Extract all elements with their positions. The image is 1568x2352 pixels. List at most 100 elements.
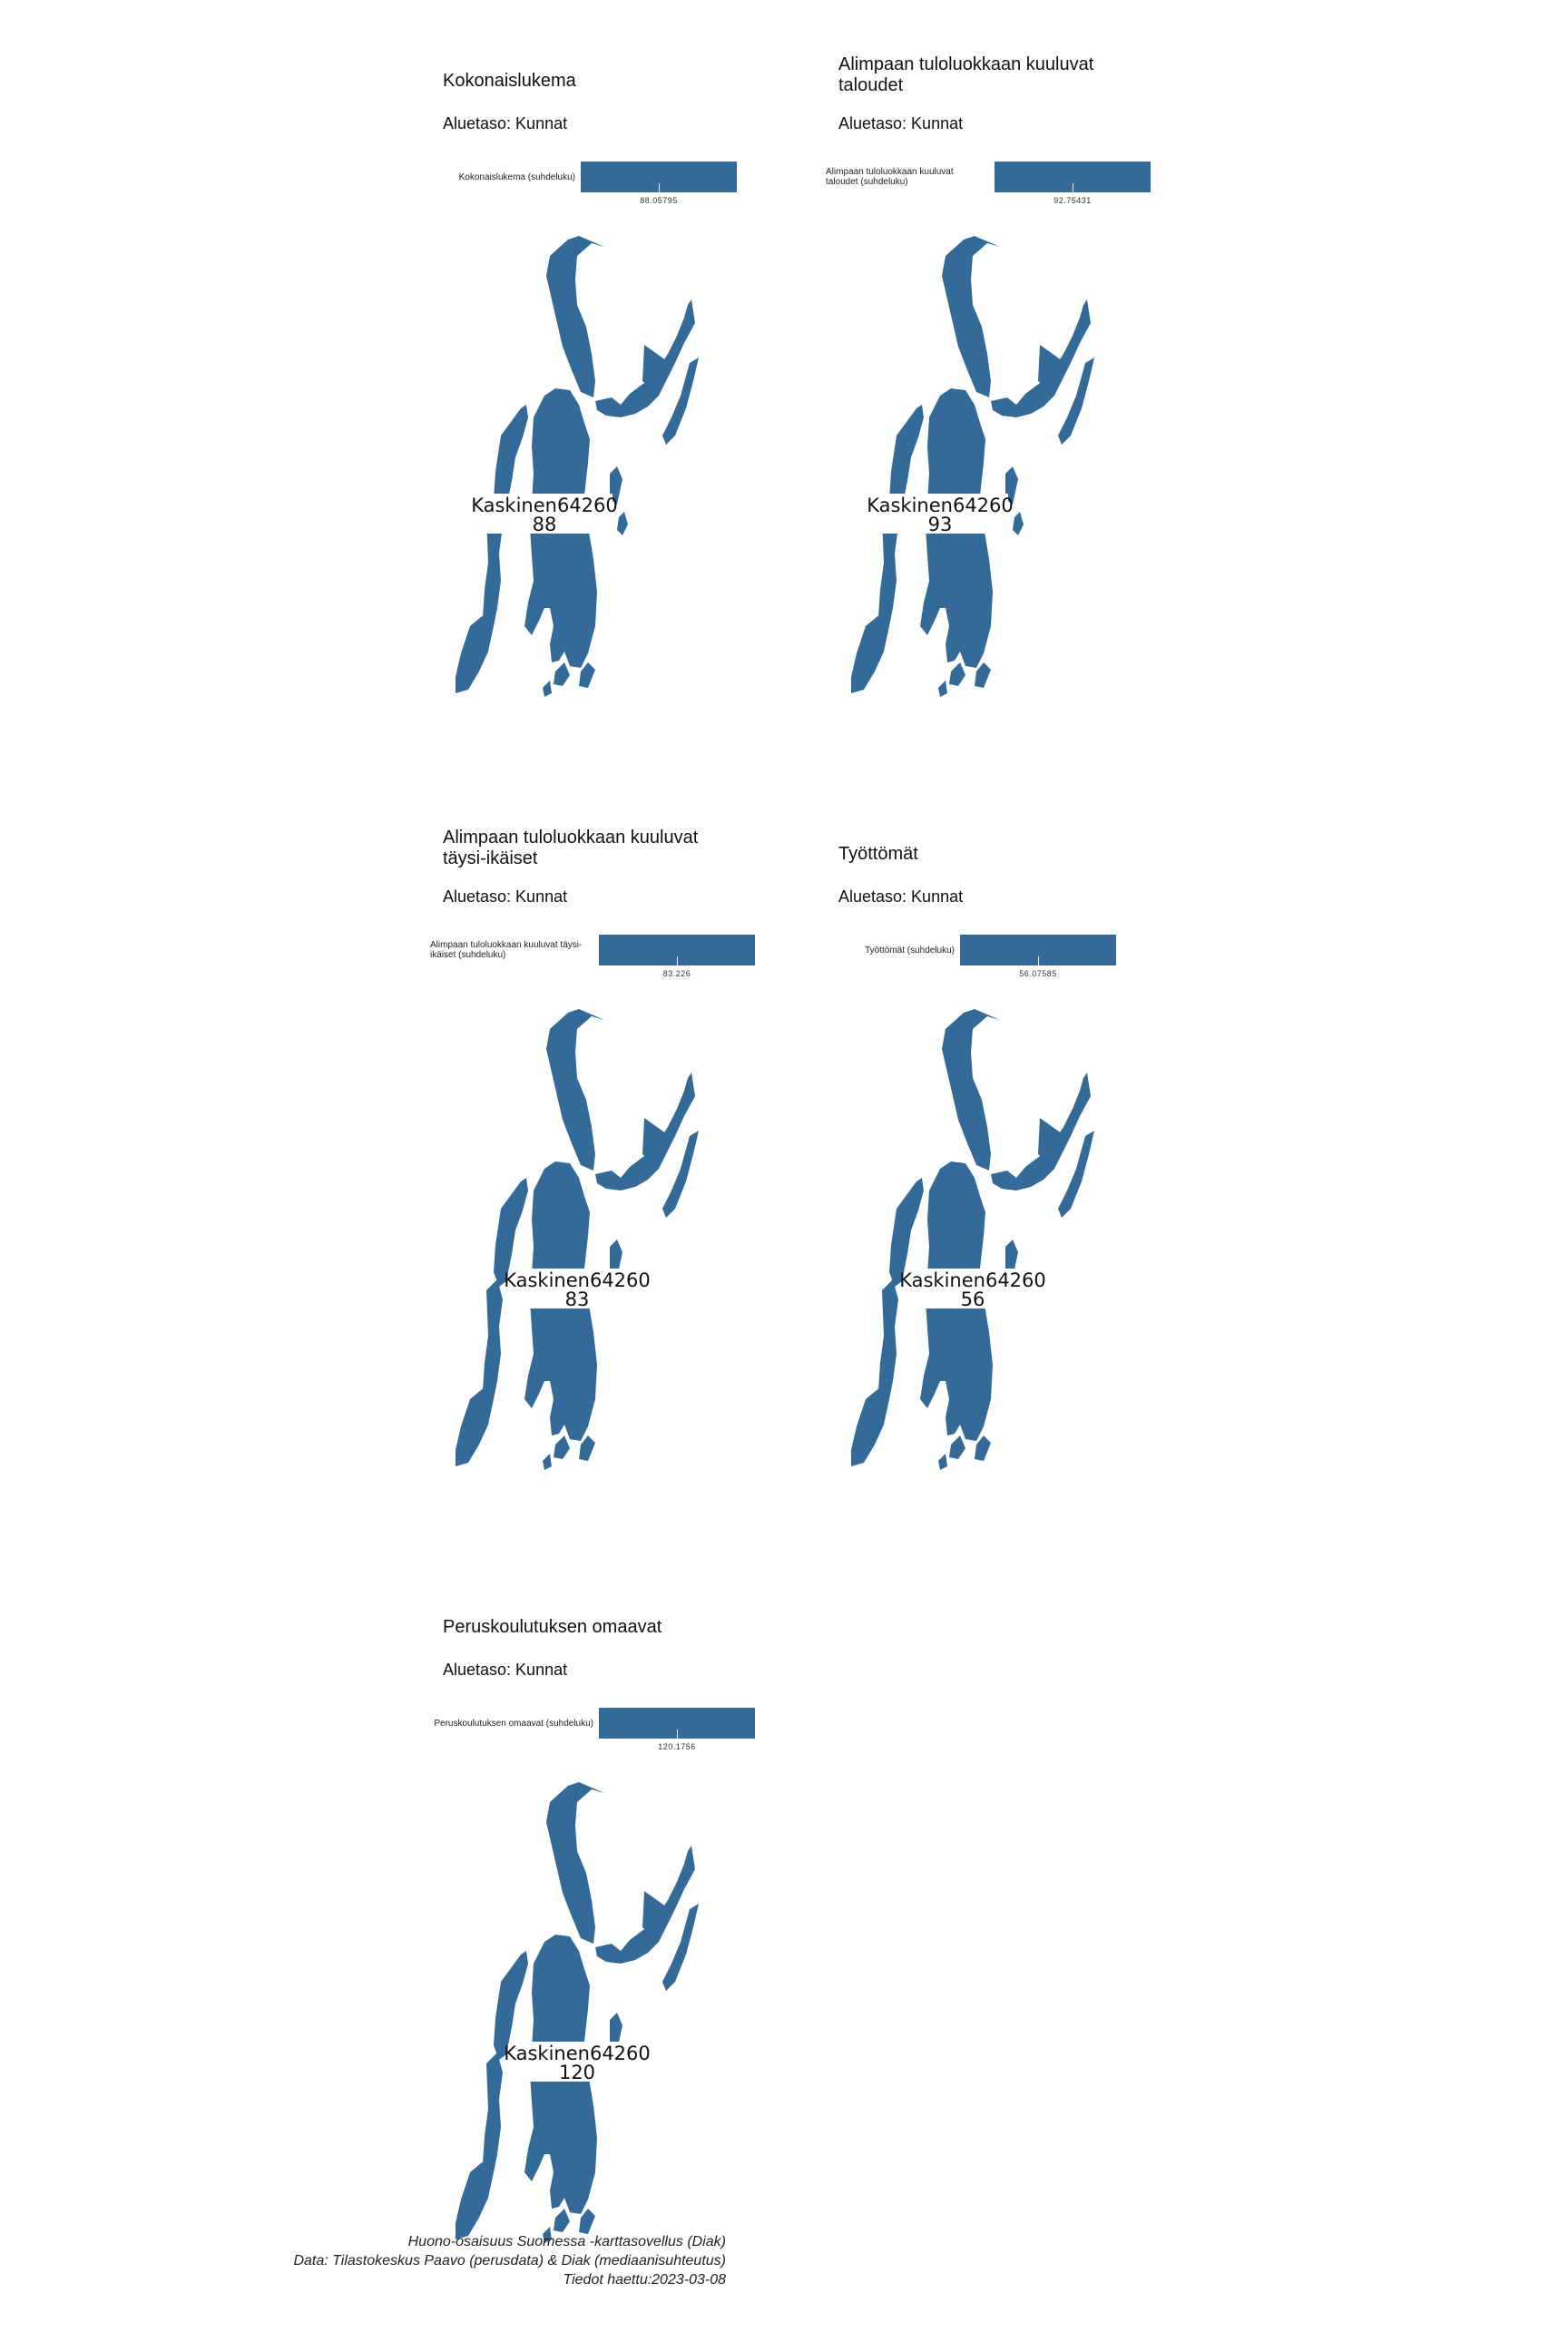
region-label: Kaskinen64260 88 bbox=[471, 494, 618, 535]
land-east-triangle bbox=[1038, 345, 1065, 390]
region-label: Kaskinen64260 120 bbox=[504, 2042, 651, 2083]
land-west-island-north bbox=[494, 1951, 528, 2060]
land-east-triangle bbox=[1038, 1118, 1065, 1163]
region-map: Kaskinen64260 88 bbox=[456, 236, 699, 697]
land-south-islet-2 bbox=[543, 2227, 552, 2243]
map-panel-tyottomat: Työttömät Aluetaso: Kunnat Työttömät (su… bbox=[838, 828, 1238, 1553]
land-west-island-north bbox=[494, 1178, 528, 1287]
land-south-point bbox=[975, 1436, 991, 1461]
land-south-islet-1 bbox=[949, 662, 965, 686]
land-east-arm bbox=[991, 1073, 1091, 1191]
panel-subtitle: Aluetaso: Kunnat bbox=[443, 1661, 568, 1679]
land-east-islet-2 bbox=[617, 512, 628, 535]
region-label-box bbox=[509, 1269, 645, 1308]
land-far-east-strip bbox=[662, 358, 699, 445]
region-label-box bbox=[509, 2042, 645, 2082]
legend-label: Alimpaan tuloluokkaan kuuluvat taloudet … bbox=[826, 167, 954, 187]
legend-label: Työttömät (suhdeluku) bbox=[865, 945, 955, 956]
land-east-triangle bbox=[642, 1891, 670, 1936]
region-shape-kaskinen bbox=[456, 236, 699, 697]
land-north-peninsula bbox=[942, 236, 1000, 397]
region-value-label: 88 bbox=[533, 514, 557, 535]
land-south-islet-2 bbox=[543, 681, 552, 697]
legend-color-bar bbox=[960, 935, 1116, 965]
land-north-peninsula bbox=[546, 1009, 604, 1171]
region-name-label: Kaskinen64260 bbox=[504, 2043, 651, 2064]
land-south-islet-2 bbox=[938, 681, 947, 697]
region-label-box bbox=[872, 494, 1008, 534]
region-name-label: Kaskinen64260 bbox=[471, 495, 618, 516]
legend-label: Peruskoulutuksen omaavat (suhdeluku) bbox=[434, 1718, 593, 1729]
map-panel-kokonaislukema: Kokonaislukema Aluetaso: Kunnat Kokonais… bbox=[443, 54, 842, 780]
region-value-label: 83 bbox=[565, 1289, 590, 1310]
land-west-island-north bbox=[889, 405, 924, 514]
legend-color-bar bbox=[599, 935, 755, 965]
legend-label: Alimpaan tuloluokkaan kuuluvat täysi-ikä… bbox=[430, 940, 583, 960]
region-value-label: 93 bbox=[928, 514, 953, 535]
region-label: Kaskinen64260 93 bbox=[867, 494, 1014, 535]
region-shape-kaskinen bbox=[456, 1782, 699, 2243]
legend: Alimpaan tuloluokkaan kuuluvat taloudet … bbox=[826, 162, 1152, 205]
legend: Kokonaislukema (suhdeluku) 88.05795 bbox=[443, 162, 742, 205]
land-west-island-north bbox=[494, 405, 528, 514]
land-east-arm bbox=[991, 299, 1091, 417]
region-value-label: 56 bbox=[961, 1289, 985, 1310]
panel-subtitle: Aluetaso: Kunnat bbox=[838, 887, 964, 906]
land-east-arm bbox=[595, 1846, 695, 1964]
land-west-island-mid bbox=[483, 506, 503, 635]
land-east-islet-1 bbox=[610, 2013, 622, 2051]
land-far-east-strip bbox=[662, 1904, 699, 1991]
panel-subtitle: Aluetaso: Kunnat bbox=[443, 887, 568, 906]
region-name-label: Kaskinen64260 bbox=[867, 495, 1014, 516]
land-east-triangle bbox=[642, 1118, 670, 1163]
panel-title: Kokonaislukema bbox=[443, 71, 576, 91]
land-east-islet-2 bbox=[1013, 512, 1024, 535]
legend-tick bbox=[659, 183, 660, 192]
caption-line-app: Huono-osaisuus Suomessa -karttasovellus … bbox=[407, 2234, 726, 2249]
panel-subtitle: Aluetaso: Kunnat bbox=[838, 114, 964, 132]
land-far-east-strip bbox=[1058, 1131, 1094, 1218]
region-map: Kaskinen64260 93 bbox=[851, 236, 1094, 697]
legend-color-bar bbox=[581, 162, 737, 192]
land-east-islet-1 bbox=[1005, 1240, 1018, 1278]
land-east-islet-1 bbox=[610, 1240, 622, 1278]
panel-title: Peruskoulutuksen omaavat bbox=[443, 1617, 662, 1637]
land-west-island-south bbox=[851, 1383, 889, 1466]
land-west-island-mid bbox=[483, 2053, 503, 2181]
map-panel-peruskoulutus: Peruskoulutuksen omaavat Aluetaso: Kunna… bbox=[434, 1601, 842, 2327]
region-name-label: Kaskinen64260 bbox=[504, 1269, 651, 1291]
land-west-island-south bbox=[851, 610, 889, 693]
legend-color-bar bbox=[599, 1708, 755, 1739]
region-shape-kaskinen bbox=[851, 236, 1094, 697]
map-panel-taysi-ikaiset: Alimpaan tuloluokkaan kuuluvat täysi-ikä… bbox=[430, 828, 842, 1553]
legend-label: Kokonaislukema (suhdeluku) bbox=[458, 172, 575, 182]
land-south-islet-2 bbox=[938, 1454, 947, 1470]
land-west-island-south bbox=[456, 610, 494, 693]
region-value-label: 120 bbox=[559, 2062, 595, 2083]
region-map: Kaskinen64260 56 bbox=[851, 1009, 1094, 1470]
land-south-point bbox=[579, 2209, 595, 2234]
land-south-islet-2 bbox=[543, 1454, 552, 1470]
legend: Alimpaan tuloluokkaan kuuluvat täysi-ikä… bbox=[430, 935, 757, 978]
region-map: Kaskinen64260 83 bbox=[456, 1009, 699, 1470]
panel-title: Alimpaan tuloluokkaan kuuluvat taloudet bbox=[838, 54, 1094, 95]
land-south-islet-1 bbox=[554, 1436, 570, 1459]
caption-line-data: Data: Tilastokeskus Paavo (perusdata) & … bbox=[293, 2253, 726, 2269]
region-name-label: Kaskinen64260 bbox=[899, 1269, 1046, 1291]
legend: Peruskoulutuksen omaavat (suhdeluku) 120… bbox=[412, 1708, 757, 1751]
land-east-arm bbox=[595, 299, 695, 417]
region-label-box bbox=[905, 1269, 1041, 1308]
legend-value: 92.75431 bbox=[1054, 196, 1092, 205]
land-south-point bbox=[975, 662, 991, 688]
land-north-peninsula bbox=[546, 1782, 604, 1944]
legend-tick bbox=[677, 1730, 678, 1739]
land-west-island-mid bbox=[878, 506, 898, 635]
panel-subtitle: Aluetaso: Kunnat bbox=[443, 114, 568, 132]
land-west-island-south bbox=[456, 2156, 494, 2239]
land-east-arm bbox=[595, 1073, 695, 1191]
legend-color-bar bbox=[995, 162, 1151, 192]
legend: Työttömät (suhdeluku) 56.07585 bbox=[838, 935, 1138, 978]
land-south-islet-1 bbox=[554, 2209, 570, 2232]
land-far-east-strip bbox=[662, 1131, 699, 1218]
land-north-peninsula bbox=[546, 236, 604, 397]
